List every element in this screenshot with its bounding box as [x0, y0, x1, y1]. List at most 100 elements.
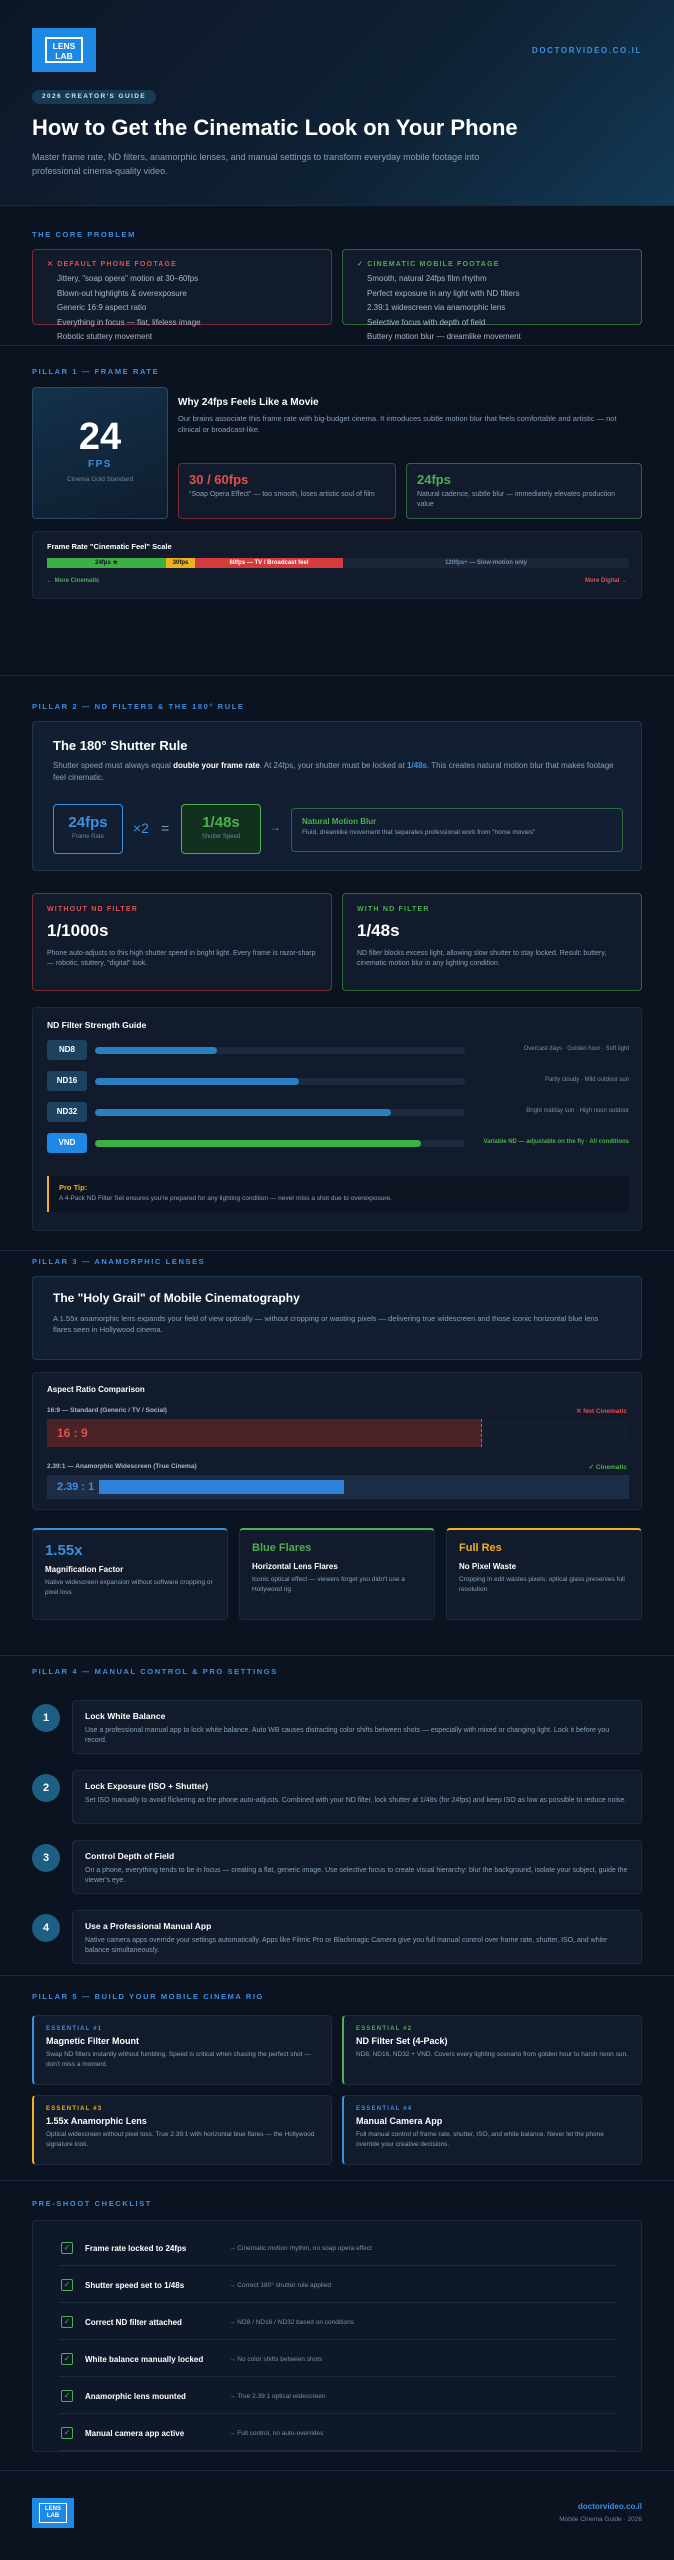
footer-site-link[interactable]: doctorvideo.co.il — [577, 2502, 642, 2511]
with-nd-card: WITH ND FILTER 1/48s ND filter blocks ex… — [342, 893, 642, 991]
footer-logo-text: LENS LAB — [39, 2503, 67, 2523]
footer-logo[interactable]: LENS LAB — [32, 2498, 74, 2528]
checklist-item: ✓ Anamorphic lens mounted → True 2.39:1 op… — [59, 2384, 617, 2414]
rule-text-e: . This creates natural motion blur that … — [53, 761, 614, 782]
step-title: Use a Professional Manual App — [85, 1921, 212, 1931]
check-title: Manual camera app active — [85, 2429, 185, 2438]
check-icon[interactable]: ✓ — [61, 2279, 73, 2291]
nd-track — [95, 1140, 465, 1147]
list-item: Jittery, "soap opera" motion at 30–60fps — [57, 274, 199, 283]
shutter-speed-box: 1/48s Shutter Speed — [181, 804, 261, 854]
rig-tag: ESSENTIAL #3 — [46, 2106, 103, 2112]
section-label: PILLAR 5 — BUILD YOUR MOBILE CINEMA RIG — [32, 1992, 264, 2001]
pillar-frame-rate-section: PILLAR 1 — FRAME RATE 24 FPS Cinema Gold… — [0, 345, 674, 675]
step-card: Lock Exposure (ISO + Shutter) Set ISO man… — [72, 1770, 642, 1824]
feature-big: Full Res — [459, 1542, 502, 1554]
step-text: Use a professional manual app to lock wh… — [85, 1727, 610, 1744]
nd-row: ND8 Overcast days · Golden hour · Soft li… — [47, 1040, 629, 1062]
pro-tip: Pro Tip: A 4-Pack ND Filter Set ensures … — [47, 1176, 629, 1212]
checklist-item: ✓ White balance manually locked → No color… — [59, 2347, 617, 2377]
with-nd-value: 1/48s — [357, 921, 400, 940]
bad-list: Jittery, "soap opera" motion at 30–60fps… — [47, 272, 317, 345]
brand-logo[interactable]: LENS LAB — [32, 28, 96, 72]
shutter-rule-card: The 180° Shutter Rule Shutter speed must… — [32, 721, 642, 871]
check-title: White balance manually locked — [85, 2355, 204, 2364]
check-desc: → Cinematic motion rhythm, no soap opera… — [229, 2245, 372, 2252]
step-text: On a phone, everything tends to be in fo… — [85, 1867, 628, 1884]
manual-step: 4 Use a Professional Manual App Native cam… — [32, 1910, 642, 1964]
nd-note: Variable ND — adjustable on the fly · Al… — [483, 1139, 629, 1145]
ar1-tag: ✕ Not Cinematic — [576, 1408, 627, 1415]
rig-title: 1.55x Anamorphic Lens — [46, 2116, 147, 2126]
ar2-bar — [99, 1480, 344, 1494]
feature-card: Full Res No Pixel Waste Cropping in edit w… — [446, 1528, 642, 1620]
nd-strength-bar — [95, 1047, 217, 1054]
ar2-label-value: 2.39 : 1 — [57, 1481, 95, 1493]
step-title: Control Depth of Field — [85, 1851, 175, 1861]
check-desc: → True 2.39:1 optical widescreen — [229, 2393, 326, 2400]
check-icon[interactable]: ✓ — [61, 2353, 73, 2365]
scale-title: Frame Rate "Cinematic Feel" Scale — [47, 542, 172, 551]
check-icon[interactable]: ✓ — [61, 2427, 73, 2439]
list-item: Generic 16:9 aspect ratio — [57, 303, 147, 312]
rig-title: Manual Camera App — [356, 2116, 443, 2126]
nd-strength-card: ND Filter Strength Guide ND8 Overcast day… — [32, 1007, 642, 1231]
frame-rate-box: 24fps Frame Rate — [53, 804, 123, 854]
rig-tag: ESSENTIAL #4 — [356, 2106, 413, 2112]
checklist-item: ✓ Frame rate locked to 24fps → Cinematic m… — [59, 2236, 617, 2266]
footer: LENS LAB doctorvideo.co.il Mobile Cinema… — [0, 2470, 674, 2560]
section-label: PRE-SHOOT CHECKLIST — [32, 2199, 152, 2208]
rig-title: ND Filter Set (4-Pack) — [356, 2036, 448, 2046]
feature-title: Horizontal Lens Flares — [252, 1562, 338, 1571]
times-two: ×2 — [133, 820, 149, 836]
feature-title: Magnification Factor — [45, 1565, 124, 1574]
step-title: Lock White Balance — [85, 1711, 166, 1721]
scale-seg-24: 24fps ★ — [47, 558, 166, 568]
good-fps-text: Natural cadence, subtle blur — immediate… — [417, 491, 616, 508]
feature-title: No Pixel Waste — [459, 1562, 517, 1571]
why-title: Why 24fps Feels Like a Movie — [178, 397, 319, 408]
nd-strength-bar — [95, 1078, 299, 1085]
nd-row: ND16 Partly cloudy · Mild outdoor sun — [47, 1071, 629, 1093]
list-item: Perfect exposure in any light with ND fi… — [367, 288, 520, 298]
feature-card: 1.55x Magnification Factor Native widescre… — [32, 1528, 228, 1620]
checklist-section: PRE-SHOOT CHECKLIST ✓ Frame rate locked t… — [0, 2180, 674, 2470]
step-text: Native camera apps override your setting… — [85, 1937, 607, 1954]
ar2-frame: 2.39 : 1 — [47, 1475, 629, 1499]
feature-card: Blue Flares Horizontal Lens Flares Iconic … — [239, 1528, 435, 1620]
step-text: Set ISO manually to avoid flickering as … — [85, 1797, 627, 1804]
nd-name: ND16 — [47, 1071, 87, 1091]
footer-caption: Mobile Cinema Guide · 2026 — [559, 2516, 642, 2523]
check-title: Correct ND filter attached — [85, 2318, 182, 2327]
checklist-item: ✓ Shutter speed set to 1/48s → Correct 180… — [59, 2273, 617, 2303]
ar1-frame: 16 : 9 — [47, 1419, 629, 1447]
without-nd-text: Phone auto-adjusts to this high shutter … — [47, 950, 316, 967]
rig-text: Full manual control of frame rate, shutt… — [356, 2131, 604, 2148]
scale-seg-60: 60fps — TV / Broadcast feel — [195, 558, 343, 568]
section-label: THE CORE PROBLEM — [32, 230, 136, 239]
without-nd-card: WITHOUT ND FILTER 1/1000s Phone auto-adj… — [32, 893, 332, 991]
nd-note: Partly cloudy · Mild outdoor sun — [544, 1077, 629, 1083]
check-title: Shutter speed set to 1/48s — [85, 2281, 185, 2290]
site-link[interactable]: DOCTORVIDEO.CO.IL — [531, 46, 642, 55]
feature-big: Blue Flares — [252, 1542, 312, 1554]
rule-text-d: 1/48s — [406, 761, 427, 770]
fps-number: 24 — [78, 416, 122, 458]
good-fps-title: 24fps — [417, 472, 451, 487]
fps-unit: FPS — [88, 459, 112, 470]
core-problem-section: THE CORE PROBLEM ✕ DEFAULT PHONE FOOTAGE… — [0, 205, 674, 345]
good-list: Smooth, natural 24fps film rhythm Perfect… — [357, 272, 627, 345]
check-icon[interactable]: ✓ — [61, 2242, 73, 2254]
check-icon[interactable]: ✓ — [61, 2316, 73, 2328]
section-label: PILLAR 1 — FRAME RATE — [32, 367, 160, 376]
rig-tag: ESSENTIAL #2 — [356, 2026, 413, 2032]
step-number: 4 — [32, 1914, 60, 1942]
nd-track — [95, 1047, 465, 1054]
check-icon[interactable]: ✓ — [61, 2390, 73, 2402]
rig-tag: ESSENTIAL #1 — [46, 2026, 103, 2032]
ar2-label: 2.39:1 — Anamorphic Widescreen (True Cin… — [47, 1463, 197, 1470]
card-title: ✓ CINEMATIC MOBILE FOOTAGE — [357, 261, 500, 268]
step-card: Control Depth of Field On a phone, everyt… — [72, 1840, 642, 1894]
scale-left-label: ← More Cinematic — [47, 578, 100, 584]
nd-row: VND Variable ND — adjustable on the fly ·… — [47, 1133, 629, 1155]
